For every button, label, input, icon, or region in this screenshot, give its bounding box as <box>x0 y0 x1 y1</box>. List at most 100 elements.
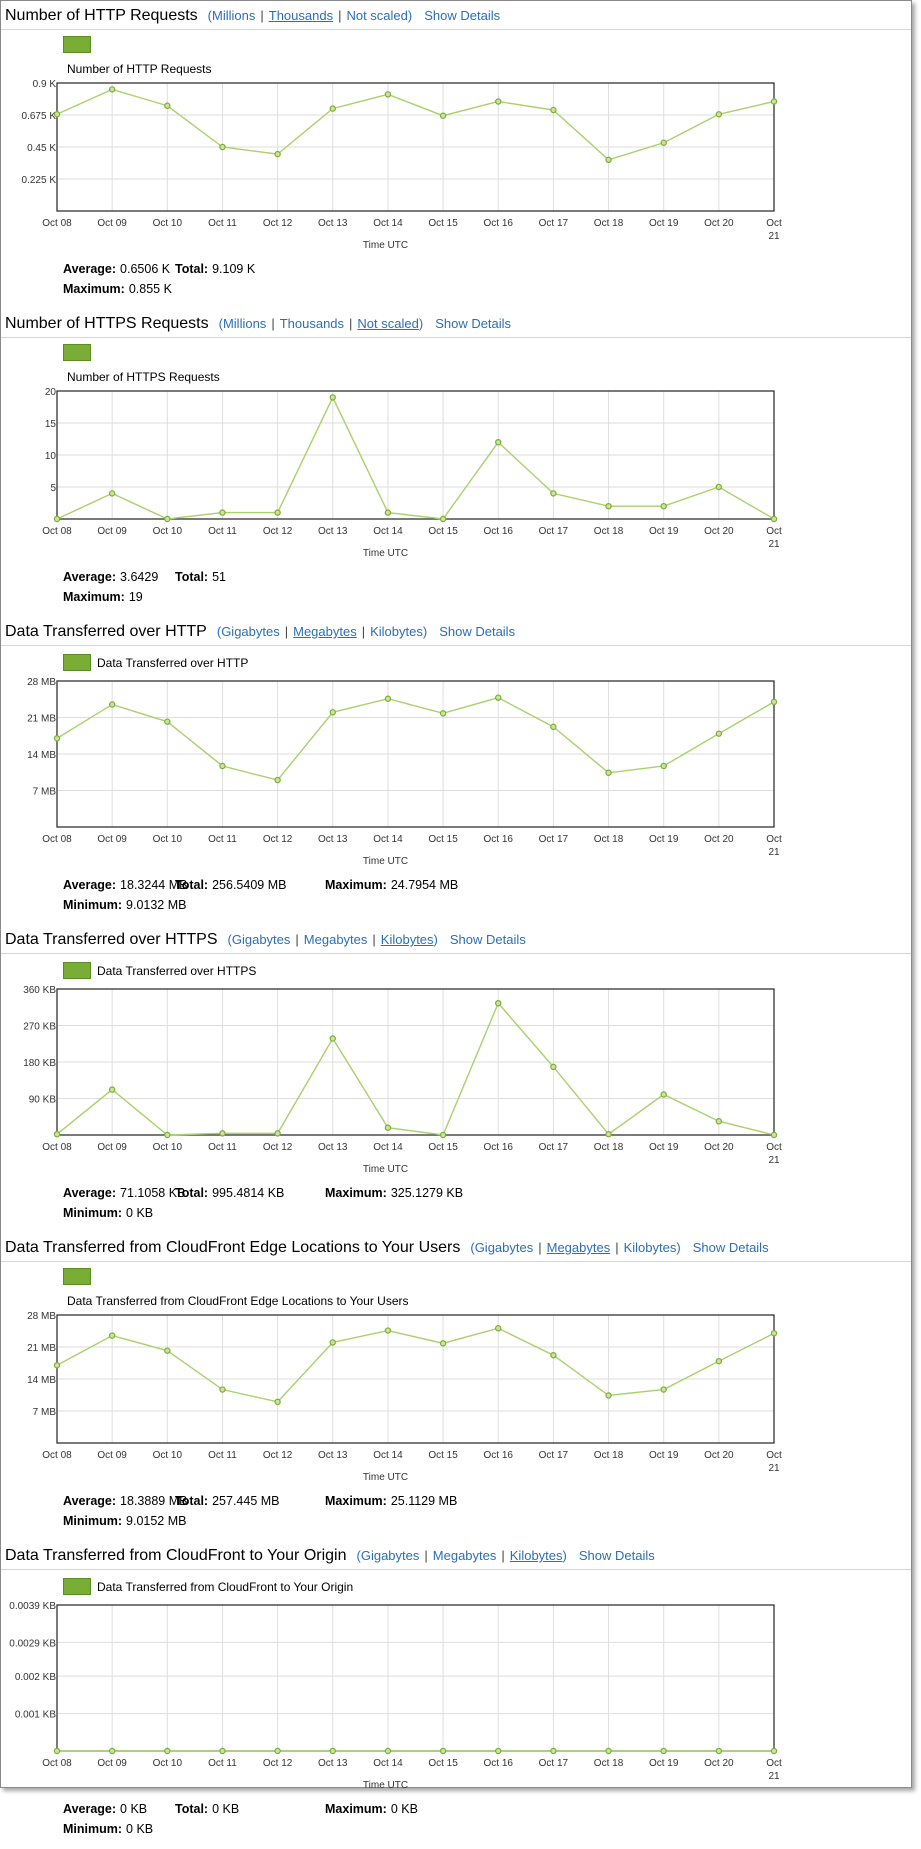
data-point[interactable] <box>384 1327 392 1334</box>
data-point[interactable] <box>53 735 61 742</box>
data-point[interactable] <box>384 91 392 98</box>
unit-link-megabytes[interactable]: Megabytes <box>432 1548 497 1563</box>
data-point[interactable] <box>439 1131 447 1139</box>
data-point[interactable] <box>495 98 502 105</box>
data-point[interactable] <box>715 1118 723 1125</box>
data-point[interactable] <box>605 502 612 510</box>
data-point[interactable] <box>439 1340 447 1347</box>
data-point[interactable] <box>770 98 778 105</box>
data-point[interactable] <box>660 502 667 510</box>
unit-link-kilobytes[interactable]: Kilobytes <box>623 1240 677 1255</box>
data-point[interactable] <box>53 1130 61 1138</box>
unit-link-not-scaled[interactable]: Not scaled <box>346 8 408 23</box>
data-point[interactable] <box>715 730 723 737</box>
show-details-link[interactable]: Show Details <box>439 624 516 639</box>
data-point[interactable] <box>495 1325 502 1332</box>
data-point[interactable] <box>219 1386 226 1393</box>
data-point[interactable] <box>605 769 612 776</box>
data-point[interactable] <box>439 515 447 523</box>
data-point[interactable] <box>53 1747 61 1755</box>
unit-link-kilobytes[interactable]: Kilobytes <box>370 624 423 639</box>
unit-link-megabytes[interactable]: Megabytes <box>293 624 357 639</box>
data-point[interactable] <box>108 1086 116 1093</box>
unit-link-thousands[interactable]: Thousands <box>279 316 345 331</box>
data-point[interactable] <box>550 106 557 114</box>
data-point[interactable] <box>219 509 226 516</box>
data-point[interactable] <box>274 509 281 516</box>
data-point[interactable] <box>164 1131 171 1139</box>
data-point[interactable] <box>770 1330 778 1337</box>
data-point[interactable] <box>550 490 557 497</box>
data-point[interactable] <box>53 111 61 118</box>
data-point[interactable] <box>219 1747 226 1755</box>
data-point[interactable] <box>274 1747 281 1755</box>
unit-link-megabytes[interactable]: Megabytes <box>303 932 368 947</box>
data-point[interactable] <box>53 1362 61 1369</box>
data-point[interactable] <box>384 1747 392 1755</box>
data-point[interactable] <box>274 1130 281 1137</box>
data-point[interactable] <box>108 1332 116 1339</box>
data-point[interactable] <box>550 1747 557 1755</box>
data-point[interactable] <box>495 694 502 701</box>
data-point[interactable] <box>329 1035 336 1042</box>
data-point[interactable] <box>550 1352 557 1359</box>
data-point[interactable] <box>715 1357 723 1365</box>
data-point[interactable] <box>715 111 723 118</box>
unit-link-gigabytes[interactable]: Gigabytes <box>231 932 291 947</box>
unit-link-millions[interactable]: Millions <box>222 316 267 331</box>
data-point[interactable] <box>605 1747 612 1755</box>
data-point[interactable] <box>770 515 778 523</box>
data-point[interactable] <box>329 394 336 401</box>
unit-link-thousands[interactable]: Thousands <box>268 8 334 23</box>
unit-link-gigabytes[interactable]: Gigabytes <box>360 1548 420 1563</box>
data-point[interactable] <box>439 112 447 119</box>
data-point[interactable] <box>164 718 171 725</box>
data-point[interactable] <box>219 143 226 151</box>
unit-link-not-scaled[interactable]: Not scaled <box>357 316 419 331</box>
data-point[interactable] <box>329 1339 336 1346</box>
show-details-link[interactable]: Show Details <box>449 932 526 947</box>
data-point[interactable] <box>108 86 116 93</box>
data-point[interactable] <box>495 1747 502 1755</box>
unit-link-megabytes[interactable]: Megabytes <box>546 1240 611 1255</box>
unit-link-kilobytes[interactable]: Kilobytes <box>380 932 434 947</box>
unit-link-gigabytes[interactable]: Gigabytes <box>221 624 280 639</box>
data-point[interactable] <box>219 762 226 770</box>
data-point[interactable] <box>329 709 336 716</box>
data-point[interactable] <box>715 483 723 491</box>
data-point[interactable] <box>164 102 171 109</box>
data-point[interactable] <box>660 1091 667 1098</box>
data-point[interactable] <box>605 156 612 163</box>
data-point[interactable] <box>108 490 116 497</box>
data-point[interactable] <box>164 1347 171 1354</box>
data-point[interactable] <box>605 1392 612 1399</box>
show-details-link[interactable]: Show Details <box>692 1240 769 1255</box>
data-point[interactable] <box>770 698 778 706</box>
data-point[interactable] <box>384 695 392 702</box>
data-point[interactable] <box>329 105 336 112</box>
data-point[interactable] <box>660 139 667 146</box>
data-point[interactable] <box>274 776 281 784</box>
data-point[interactable] <box>660 1747 667 1755</box>
data-point[interactable] <box>770 1747 778 1755</box>
show-details-link[interactable]: Show Details <box>578 1548 655 1563</box>
data-point[interactable] <box>164 1747 171 1755</box>
data-point[interactable] <box>660 762 667 770</box>
data-point[interactable] <box>770 1131 778 1139</box>
data-point[interactable] <box>550 1063 557 1071</box>
data-point[interactable] <box>495 438 502 446</box>
data-point[interactable] <box>384 509 392 516</box>
data-point[interactable] <box>384 1124 392 1131</box>
unit-link-kilobytes[interactable]: Kilobytes <box>509 1548 563 1563</box>
data-point[interactable] <box>329 1747 336 1755</box>
data-point[interactable] <box>495 999 502 1007</box>
data-point[interactable] <box>660 1386 667 1393</box>
data-point[interactable] <box>439 710 447 717</box>
data-point[interactable] <box>53 515 61 523</box>
data-point[interactable] <box>108 701 116 708</box>
show-details-link[interactable]: Show Details <box>435 316 512 331</box>
data-point[interactable] <box>605 1130 612 1138</box>
data-point[interactable] <box>108 1747 116 1755</box>
data-point[interactable] <box>164 515 171 523</box>
data-point[interactable] <box>274 150 281 158</box>
